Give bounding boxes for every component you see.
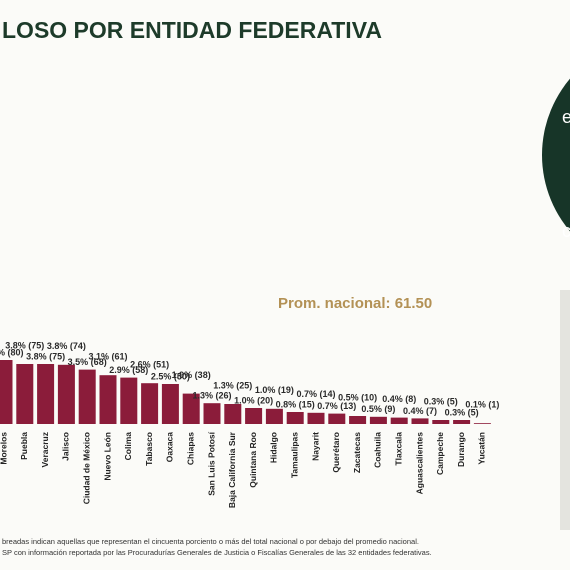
- bar: [141, 383, 159, 424]
- bar: [286, 412, 304, 424]
- bar: [245, 408, 263, 424]
- bar: [432, 420, 450, 424]
- x-tick-label: Coahuila: [373, 432, 383, 468]
- x-tick-label: Querétaro: [331, 432, 341, 473]
- x-tick-label: Tlaxcala: [393, 432, 403, 466]
- bar: [78, 369, 96, 424]
- bar: [224, 404, 242, 424]
- bar: [265, 408, 283, 424]
- value-label: 4.1% (80): [0, 347, 24, 357]
- value-label: 0.5% (9): [361, 404, 395, 414]
- x-tick-label: Colima: [123, 432, 133, 461]
- x-tick-label: Oaxaca: [165, 432, 175, 463]
- value-label: 0.3% (5): [424, 396, 458, 406]
- x-tick-label: Morelos: [0, 432, 8, 465]
- bar: [57, 364, 75, 424]
- value-label: 3.8% (74): [47, 341, 86, 351]
- chart-title: LOSO POR ENTIDAD FEDERATIVA: [2, 17, 382, 43]
- bar: [120, 377, 138, 424]
- value-label: 0.4% (7): [403, 406, 437, 416]
- value-label: 0.3% (5): [445, 407, 479, 417]
- bar: [328, 413, 346, 424]
- bar: [369, 416, 387, 424]
- bar: [182, 393, 200, 424]
- value-label: 0.7% (13): [317, 401, 356, 411]
- value-label: 3.5% (68): [68, 357, 107, 367]
- x-tick-label: Veracruz: [40, 432, 50, 467]
- value-label: 2.9% (58): [109, 365, 148, 375]
- x-tick-label: Zacatecas: [352, 432, 362, 473]
- note: SP con información reportada por las Pro…: [2, 548, 432, 557]
- bar: [390, 417, 408, 424]
- note: breadas indican aquellas que representan…: [2, 537, 419, 546]
- bar: [99, 375, 117, 424]
- x-tick-label: Campeche: [435, 432, 445, 475]
- value-label: 0.7% (14): [296, 389, 335, 399]
- bar: [0, 360, 13, 424]
- x-tick-label: Nayarit: [310, 432, 320, 461]
- value-label: 1.9% (38): [172, 370, 211, 380]
- x-tick-label: Hidalgo: [269, 432, 279, 463]
- side-text: e: [562, 107, 570, 127]
- value-label: 1.0% (20): [234, 395, 273, 405]
- side-circle: [542, 78, 570, 232]
- value-label: 0.4% (8): [382, 394, 416, 404]
- x-tick-label: Puebla: [19, 432, 29, 460]
- value-label: 0.1% (1): [465, 400, 499, 410]
- bar: [203, 403, 221, 424]
- x-tick-label: San Luis Potosí: [206, 431, 216, 495]
- x-tick-label: Yucatán: [477, 432, 487, 465]
- bar: [349, 416, 367, 424]
- value-label: 0.8% (15): [276, 399, 315, 409]
- side-photo: [560, 290, 570, 530]
- x-tick-label: Durango: [456, 432, 466, 467]
- x-tick-label: Tamaulipas: [289, 432, 299, 478]
- x-tick-label: Chiapas: [185, 432, 195, 465]
- side-text: c: [562, 221, 570, 241]
- bar: [473, 423, 491, 424]
- bar: [16, 364, 34, 424]
- value-label: 3.8% (75): [26, 351, 65, 361]
- x-tick-label: Tabasco: [144, 432, 154, 466]
- value-label: 3.1% (61): [88, 352, 127, 362]
- value-label: 1.0% (19): [255, 385, 294, 395]
- x-tick-label: Aguascalientes: [414, 432, 424, 495]
- annotation: Prom. nacional: 61.50: [278, 295, 432, 312]
- x-tick-label: Nuevo León: [102, 432, 112, 481]
- bar: [161, 384, 179, 424]
- x-tick-label: Jalisco: [61, 432, 71, 461]
- value-label: 2.5% (50): [151, 371, 190, 381]
- x-tick-label: Quintana Roo: [248, 432, 258, 488]
- value-label: 2.6% (51): [130, 360, 169, 370]
- value-label: 0.5% (10): [338, 392, 377, 402]
- bar: [411, 418, 429, 424]
- bar: [453, 420, 471, 424]
- value-label: 1.3% (25): [213, 380, 252, 390]
- x-tick-label: Ciudad de México: [81, 432, 91, 504]
- value-label: 3.8% (75): [5, 340, 44, 350]
- bar: [37, 364, 55, 424]
- x-tick-label: Baja California Sur: [227, 431, 237, 508]
- value-label: 1.3% (26): [192, 391, 231, 401]
- bar: [307, 412, 325, 424]
